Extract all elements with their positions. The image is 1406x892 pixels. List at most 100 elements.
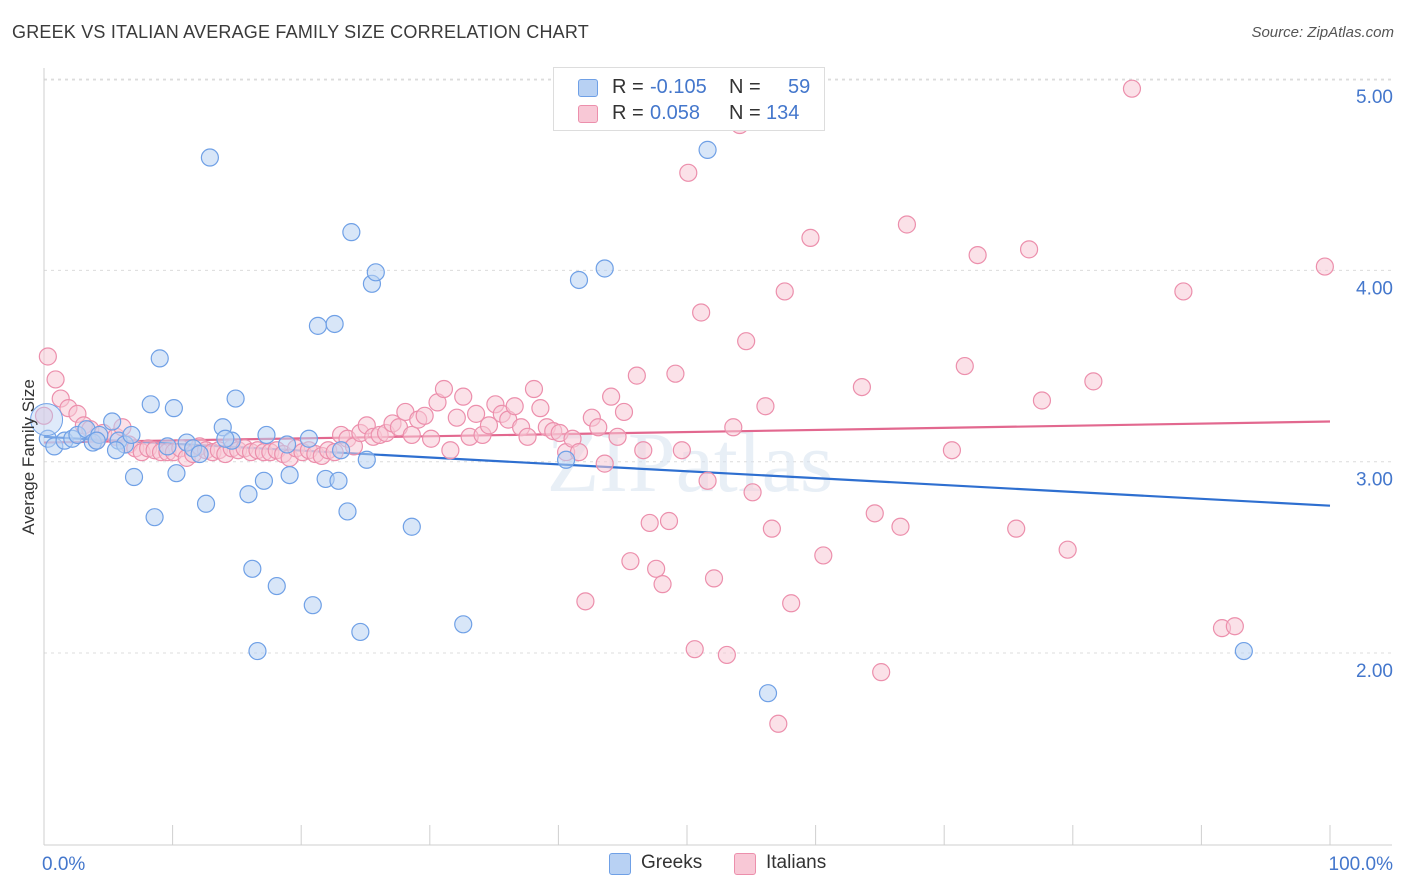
italians-point xyxy=(454,387,473,406)
greeks-point xyxy=(357,450,376,469)
italians-point xyxy=(402,425,421,445)
italians-point xyxy=(852,377,871,397)
greeks-point xyxy=(331,441,351,460)
y-tick-label: 4.00 xyxy=(1356,278,1393,299)
greeks-point xyxy=(277,435,297,454)
italians-point xyxy=(479,416,499,435)
legend-n-value: 134 xyxy=(766,102,800,124)
italians-point xyxy=(1315,257,1334,276)
greeks-swatch xyxy=(578,79,598,97)
greeks-point xyxy=(267,576,286,596)
legend-r-value: 0.058 xyxy=(650,102,701,124)
italians-point xyxy=(627,366,646,385)
italians-point xyxy=(46,370,65,389)
italians-point xyxy=(1007,519,1026,538)
italians-point xyxy=(531,399,550,418)
italians-point xyxy=(685,640,704,659)
italians-point xyxy=(955,356,974,376)
italians-swatch xyxy=(734,853,756,875)
greeks-point xyxy=(103,412,122,431)
legend-r-label: R = xyxy=(612,76,644,98)
italians-point xyxy=(421,429,441,448)
axes xyxy=(43,68,1392,846)
italians-point xyxy=(602,387,621,406)
greeks-point xyxy=(239,485,258,504)
italians-point xyxy=(1225,617,1244,636)
italians-points xyxy=(34,79,1334,733)
italians-point xyxy=(524,379,544,399)
italians-point xyxy=(34,406,54,425)
greeks-point xyxy=(216,429,235,448)
italians-point xyxy=(743,483,762,502)
italians-point xyxy=(647,559,666,578)
italians-point xyxy=(653,575,672,594)
greeks-point xyxy=(595,259,614,278)
legend-row-greeks: R = -0.105 N = 59 xyxy=(554,74,824,102)
greeks-point xyxy=(454,615,473,634)
greeks-point xyxy=(200,148,219,167)
italians-point xyxy=(1019,240,1039,259)
italians-point xyxy=(589,418,608,437)
italians-point xyxy=(666,364,685,383)
greeks-point xyxy=(758,684,778,703)
y-tick-label: 2.00 xyxy=(1356,661,1393,682)
greeks-point xyxy=(243,559,262,578)
x-tick-label: 0.0% xyxy=(42,854,85,875)
italians-point xyxy=(634,441,653,460)
italians-point xyxy=(717,645,736,665)
greeks-point xyxy=(254,471,274,490)
italians-point xyxy=(679,163,698,182)
greeks-points xyxy=(30,140,1253,703)
italians-point xyxy=(968,245,987,265)
italians-point xyxy=(1084,372,1103,391)
italians-point xyxy=(595,454,614,473)
italians-point xyxy=(762,519,781,538)
legend-r-value: -0.105 xyxy=(650,76,707,98)
greeks-point xyxy=(248,641,267,661)
italians-point xyxy=(698,471,717,490)
italians-swatch xyxy=(578,105,598,123)
legend: R = -0.105 N = 59 R = 0.058 N = 134 xyxy=(553,67,825,131)
greeks-point xyxy=(325,314,344,334)
greeks-point xyxy=(698,140,717,159)
italians-point xyxy=(704,569,724,588)
chart-title: GREEK VS ITALIAN AVERAGE FAMILY SIZE COR… xyxy=(12,22,589,42)
italians-point xyxy=(891,517,910,536)
italians-point xyxy=(724,418,743,437)
greeks-point xyxy=(338,502,357,521)
italians-point xyxy=(441,441,460,460)
italians-point xyxy=(692,303,711,322)
italians-point xyxy=(505,397,524,416)
italians-point xyxy=(942,441,962,460)
y-axis-label: Average Family Size xyxy=(19,379,38,535)
greeks-point xyxy=(167,464,186,483)
greeks-point xyxy=(122,425,141,445)
italians-point xyxy=(897,215,917,234)
italians-point xyxy=(814,546,833,565)
greeks-point xyxy=(87,431,106,450)
italians-point xyxy=(801,228,820,247)
greeks-point xyxy=(329,471,348,490)
greeks-point xyxy=(557,450,576,469)
italians-point xyxy=(434,379,454,399)
italians-point xyxy=(782,594,801,613)
italians-point xyxy=(1058,540,1077,559)
italians-label: Italians xyxy=(766,852,827,873)
legend-n-label: N = xyxy=(729,76,761,98)
greeks-point xyxy=(30,403,64,437)
greeks-point xyxy=(106,441,126,460)
greeks-swatch xyxy=(609,853,631,875)
y-tick-label: 3.00 xyxy=(1356,470,1393,491)
greeks-point xyxy=(150,349,169,368)
greeks-point xyxy=(299,429,319,448)
greeks-point xyxy=(158,437,177,456)
italians-point xyxy=(447,408,466,427)
source-label: Source: ZipAtlas.com xyxy=(1251,24,1394,41)
greeks-label: Greeks xyxy=(641,852,703,873)
y-tick-label: 5.00 xyxy=(1356,87,1393,108)
greeks-point xyxy=(226,389,245,408)
italians-point xyxy=(576,592,595,611)
italians-point xyxy=(737,332,756,351)
italians-point xyxy=(621,552,640,571)
